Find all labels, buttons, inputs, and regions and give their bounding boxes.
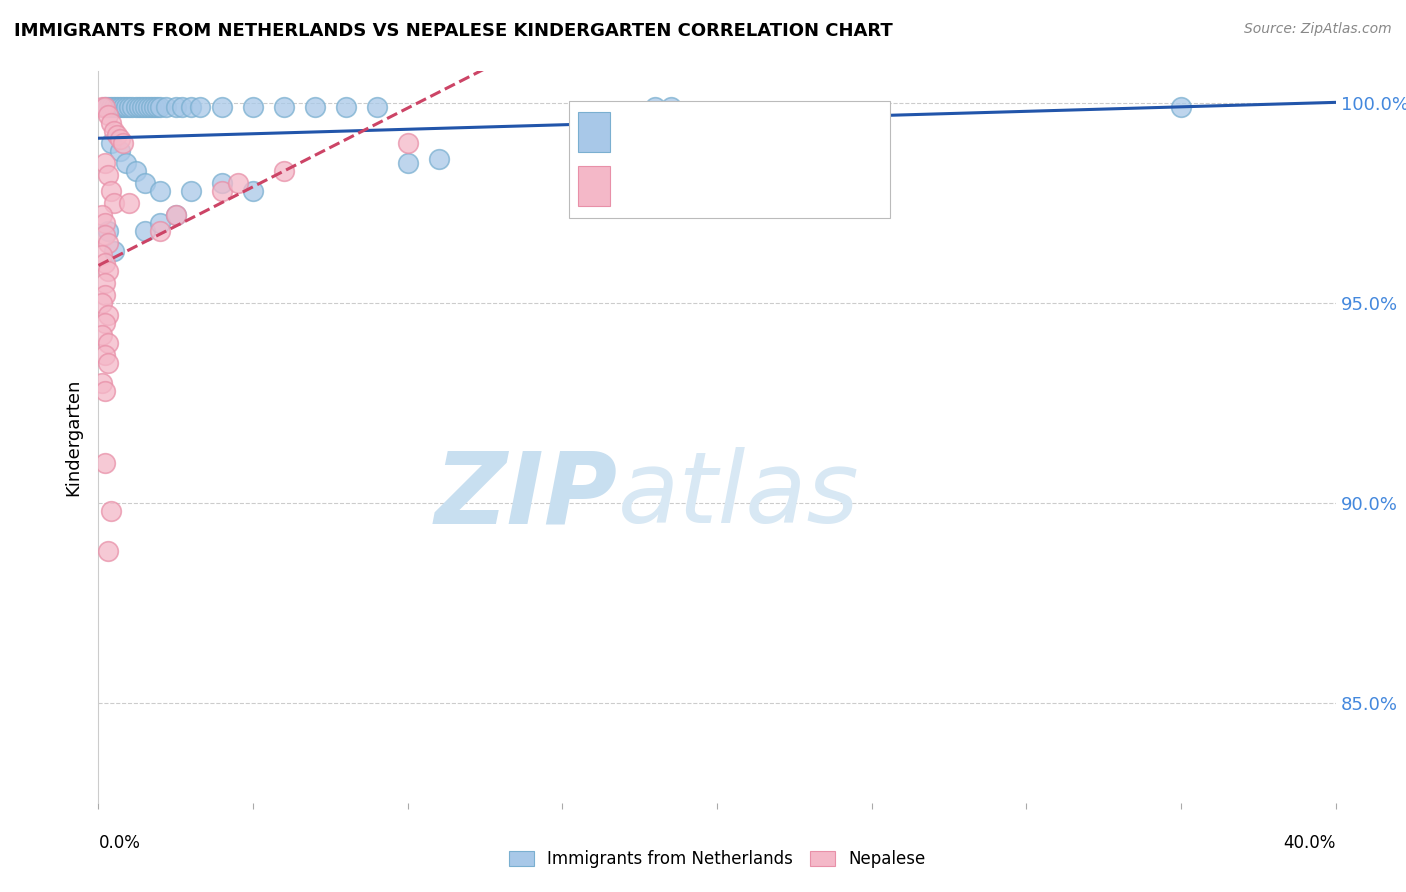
Point bbox=[659, 100, 682, 114]
Text: atlas: atlas bbox=[619, 447, 859, 544]
Point bbox=[242, 100, 264, 114]
Point bbox=[100, 504, 122, 518]
Point bbox=[90, 208, 112, 222]
Point bbox=[90, 376, 112, 391]
Point bbox=[134, 176, 156, 190]
Point bbox=[90, 100, 112, 114]
Point bbox=[93, 256, 115, 270]
Point bbox=[124, 100, 146, 114]
Point bbox=[97, 108, 120, 122]
Point bbox=[93, 384, 115, 398]
Point bbox=[124, 164, 146, 178]
Text: 0.0%: 0.0% bbox=[98, 834, 141, 852]
Point bbox=[100, 184, 122, 198]
Point bbox=[165, 208, 187, 222]
Point bbox=[155, 100, 177, 114]
Point bbox=[128, 100, 150, 114]
Point bbox=[304, 100, 326, 114]
Point bbox=[170, 100, 193, 114]
Point bbox=[105, 100, 128, 114]
Point bbox=[93, 288, 115, 302]
Point bbox=[146, 100, 169, 114]
Point bbox=[108, 100, 131, 114]
Point bbox=[165, 208, 187, 222]
Point bbox=[131, 100, 153, 114]
Point bbox=[143, 100, 166, 114]
Point bbox=[97, 100, 120, 114]
Point bbox=[97, 544, 120, 558]
Point bbox=[149, 100, 172, 114]
Point bbox=[105, 128, 128, 143]
Point bbox=[97, 336, 120, 351]
Point bbox=[100, 116, 122, 130]
Point bbox=[118, 196, 141, 211]
Point bbox=[100, 100, 122, 114]
Point bbox=[180, 100, 202, 114]
Point bbox=[90, 296, 112, 310]
Point bbox=[108, 132, 131, 146]
Point bbox=[396, 156, 419, 170]
Point bbox=[93, 156, 115, 170]
Point bbox=[93, 228, 115, 243]
Text: Source: ZipAtlas.com: Source: ZipAtlas.com bbox=[1244, 22, 1392, 37]
Point bbox=[93, 276, 115, 290]
Point bbox=[121, 100, 143, 114]
Text: ZIP: ZIP bbox=[434, 447, 619, 544]
Point bbox=[149, 224, 172, 238]
Point bbox=[97, 356, 120, 370]
Point bbox=[100, 136, 122, 151]
Point bbox=[103, 124, 125, 138]
Point bbox=[366, 100, 388, 114]
Point bbox=[706, 128, 728, 143]
Point bbox=[90, 248, 112, 262]
Point bbox=[97, 236, 120, 251]
Point bbox=[180, 184, 202, 198]
Text: 40.0%: 40.0% bbox=[1284, 834, 1336, 852]
Point bbox=[134, 224, 156, 238]
Point bbox=[1170, 100, 1192, 114]
Point bbox=[112, 100, 135, 114]
Point bbox=[97, 169, 120, 183]
Point bbox=[108, 145, 131, 159]
Point bbox=[97, 264, 120, 278]
Point bbox=[136, 100, 159, 114]
Point bbox=[190, 100, 212, 114]
Point bbox=[115, 100, 138, 114]
Point bbox=[139, 100, 162, 114]
Point bbox=[226, 176, 249, 190]
Point bbox=[134, 100, 156, 114]
Point bbox=[165, 100, 187, 114]
Point bbox=[97, 308, 120, 322]
Point bbox=[103, 244, 125, 259]
Point bbox=[149, 216, 172, 230]
Point bbox=[103, 100, 125, 114]
Point bbox=[115, 156, 138, 170]
Point bbox=[211, 184, 233, 198]
Point bbox=[93, 100, 115, 114]
Point bbox=[211, 100, 233, 114]
Legend: Immigrants from Netherlands, Nepalese: Immigrants from Netherlands, Nepalese bbox=[502, 844, 932, 875]
Point bbox=[149, 184, 172, 198]
Point bbox=[242, 184, 264, 198]
Point bbox=[118, 100, 141, 114]
Point bbox=[396, 136, 419, 151]
Point bbox=[103, 196, 125, 211]
Point bbox=[273, 100, 295, 114]
Point bbox=[211, 176, 233, 190]
Point bbox=[93, 100, 115, 114]
Point bbox=[112, 136, 135, 151]
Point bbox=[273, 164, 295, 178]
Point bbox=[93, 316, 115, 330]
Point bbox=[93, 348, 115, 362]
Text: IMMIGRANTS FROM NETHERLANDS VS NEPALESE KINDERGARTEN CORRELATION CHART: IMMIGRANTS FROM NETHERLANDS VS NEPALESE … bbox=[14, 22, 893, 40]
Point bbox=[97, 224, 120, 238]
Point bbox=[90, 328, 112, 343]
Point bbox=[335, 100, 357, 114]
Point bbox=[93, 456, 115, 470]
Point bbox=[644, 100, 666, 114]
Point bbox=[427, 153, 450, 167]
Point bbox=[93, 216, 115, 230]
Y-axis label: Kindergarten: Kindergarten bbox=[65, 378, 83, 496]
